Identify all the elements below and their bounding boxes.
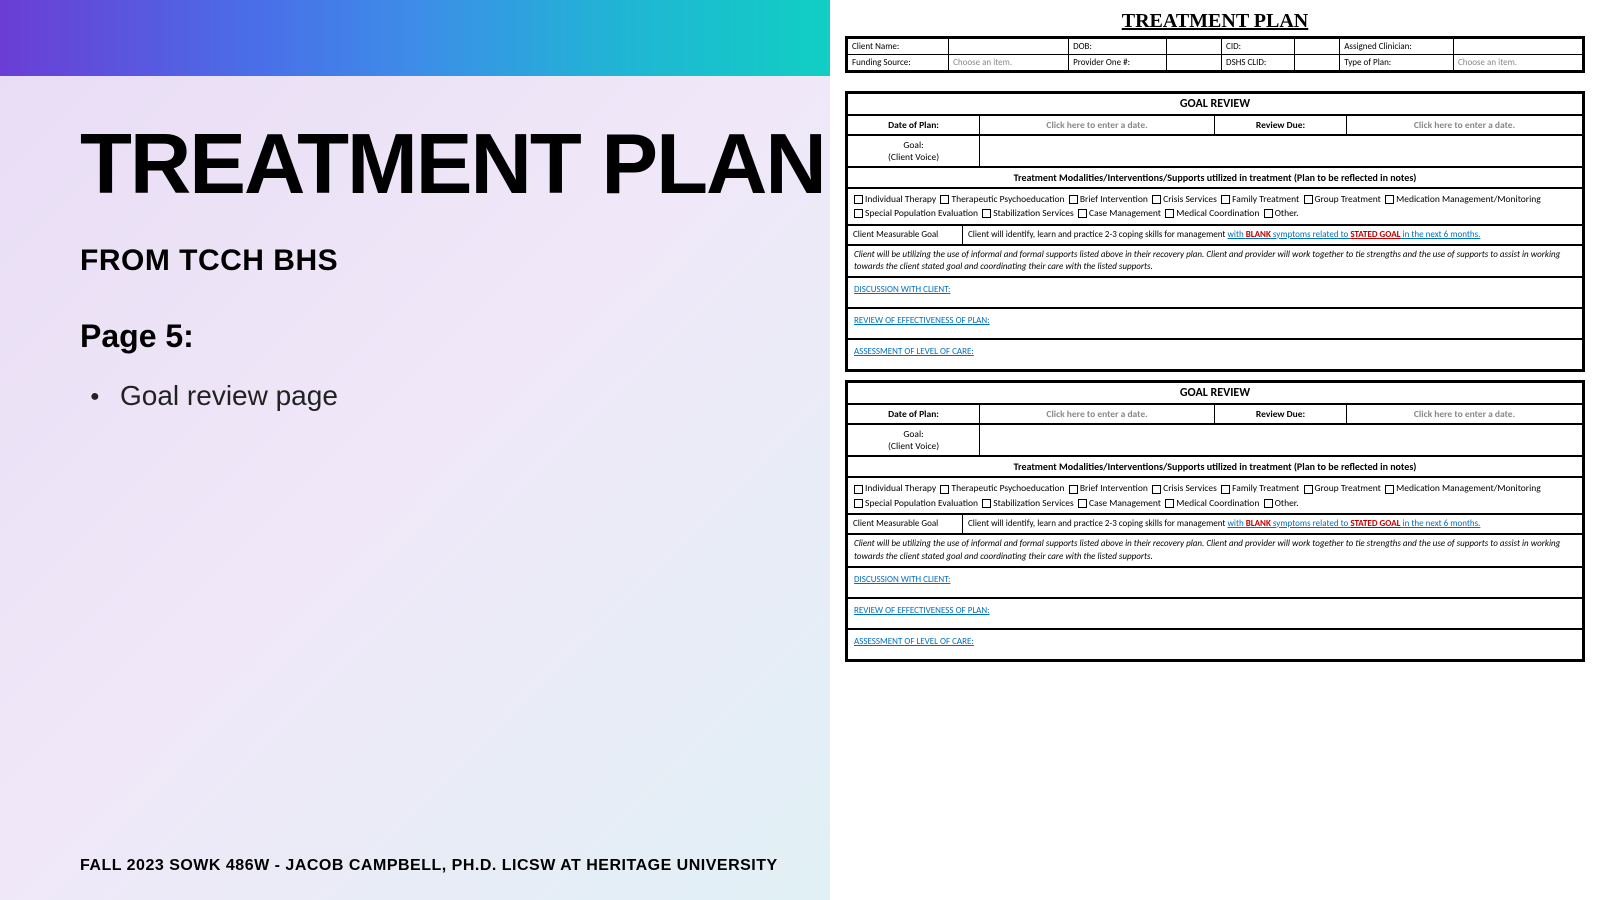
measurable-goal-label: Client Measurable Goal	[848, 226, 963, 245]
goal-review-block: GOAL REVIEW Date of Plan: Click here to …	[845, 91, 1585, 372]
slide-content: TREATMENT PLAN FROM TCCH BHS Page 5: Goa…	[0, 76, 830, 412]
utilization-paragraph: Client will be utilizing the use of info…	[848, 535, 1582, 567]
goal-client-voice-label: Goal:(Client Voice)	[848, 425, 980, 455]
review-effectiveness-row: REVIEW OF EFFECTIVENESS OF PLAN:	[848, 309, 1582, 340]
left-slide-panel: TREATMENT PLAN FROM TCCH BHS Page 5: Goa…	[0, 0, 830, 900]
funding-source-label: Funding Source:	[847, 55, 949, 72]
utilization-paragraph: Client will be utilizing the use of info…	[848, 246, 1582, 278]
review-due-label: Review Due:	[1215, 405, 1347, 423]
cid-value	[1295, 38, 1340, 55]
gradient-banner	[0, 0, 830, 76]
assessment-level-care-row: ASSESSMENT OF LEVEL OF CARE:	[848, 340, 1582, 369]
dob-value	[1167, 38, 1222, 55]
assessment-level-care-row: ASSESSMENT OF LEVEL OF CARE:	[848, 630, 1582, 659]
assigned-clinician-value	[1454, 38, 1584, 55]
goal-review-block: GOAL REVIEW Date of Plan: Click here to …	[845, 380, 1585, 661]
review-due-placeholder: Click here to enter a date.	[1347, 405, 1582, 423]
slide-footer: FALL 2023 SOWK 486W - JACOB CAMPBELL, PH…	[80, 857, 778, 875]
document-title: TREATMENT PLAN	[845, 10, 1585, 33]
measurable-goal-label: Client Measurable Goal	[848, 515, 963, 534]
review-due-placeholder: Click here to enter a date.	[1347, 116, 1582, 134]
goal-review-title: GOAL REVIEW	[848, 383, 1582, 405]
goal-review-container: GOAL REVIEW Date of Plan: Click here to …	[845, 91, 1585, 662]
assigned-clinician-label: Assigned Clinician:	[1340, 38, 1454, 55]
goal-client-voice-label: Goal:(Client Voice)	[848, 136, 980, 166]
dshs-clid-label: DSHS CLID:	[1222, 55, 1295, 72]
slide-subtitle: FROM TCCH BHS	[80, 244, 830, 278]
dshs-clid-value	[1295, 55, 1340, 72]
date-of-plan-placeholder: Click here to enter a date.	[980, 116, 1215, 134]
provider-one-value	[1167, 55, 1222, 72]
measurable-goal-text: Client will identify, learn and practice…	[963, 515, 1582, 534]
goal-value	[980, 136, 1582, 166]
review-due-label: Review Due:	[1215, 116, 1347, 134]
bullet-item: Goal review page	[90, 380, 830, 412]
provider-one-label: Provider One #:	[1069, 55, 1167, 72]
modalities-checkboxes: Individual Therapy Therapeutic Psychoedu…	[848, 478, 1582, 515]
goal-review-title: GOAL REVIEW	[848, 94, 1582, 116]
modalities-checkboxes: Individual Therapy Therapeutic Psychoedu…	[848, 189, 1582, 226]
header-info-table: Client Name: DOB: CID: Assigned Clinicia…	[845, 36, 1585, 73]
funding-source-placeholder: Choose an item.	[949, 55, 1069, 72]
modalities-header: Treatment Modalities/Interventions/Suppo…	[848, 457, 1582, 478]
dob-label: DOB:	[1069, 38, 1167, 55]
form-document-panel: TREATMENT PLAN Client Name: DOB: CID: As…	[830, 0, 1600, 900]
discussion-with-client-row: DISCUSSION WITH CLIENT:	[848, 278, 1582, 309]
client-name-value	[949, 38, 1069, 55]
client-name-label: Client Name:	[847, 38, 949, 55]
cid-label: CID:	[1222, 38, 1295, 55]
date-of-plan-placeholder: Click here to enter a date.	[980, 405, 1215, 423]
slide-title: TREATMENT PLAN	[80, 116, 830, 214]
discussion-with-client-row: DISCUSSION WITH CLIENT:	[848, 568, 1582, 599]
date-of-plan-label: Date of Plan:	[848, 405, 980, 423]
type-of-plan-label: Type of Plan:	[1340, 55, 1454, 72]
page-number-label: Page 5:	[80, 318, 830, 355]
review-effectiveness-row: REVIEW OF EFFECTIVENESS OF PLAN:	[848, 599, 1582, 630]
date-of-plan-label: Date of Plan:	[848, 116, 980, 134]
modalities-header: Treatment Modalities/Interventions/Suppo…	[848, 168, 1582, 189]
measurable-goal-text: Client will identify, learn and practice…	[963, 226, 1582, 245]
goal-value	[980, 425, 1582, 455]
type-of-plan-placeholder: Choose an item.	[1454, 55, 1584, 72]
bullet-list: Goal review page	[80, 380, 830, 412]
